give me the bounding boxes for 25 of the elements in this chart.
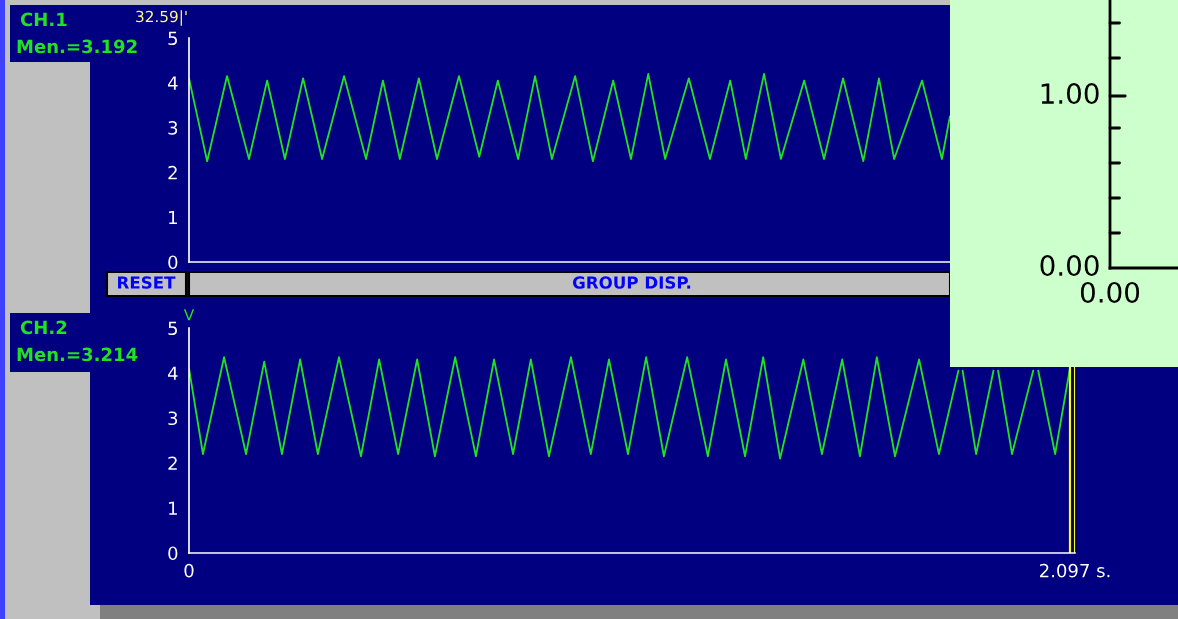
y-tick-label: 3 bbox=[168, 411, 178, 426]
y-tick-label: 4 bbox=[167, 366, 178, 380]
text: Men.=3.214 bbox=[17, 347, 138, 362]
text: 32.59|' bbox=[136, 10, 187, 26]
annotation: 1.00 bbox=[1041, 83, 1099, 105]
y-tick-label: 1 bbox=[169, 210, 177, 225]
y-tick-label: 5 bbox=[168, 31, 178, 46]
text: CH.2 bbox=[20, 320, 67, 335]
y-tick-label: 3 bbox=[168, 121, 178, 135]
y-tick-label: 0 bbox=[168, 255, 178, 270]
annotation: 0.00 bbox=[1040, 255, 1099, 277]
y-axis-title: V bbox=[183, 309, 195, 321]
y-tick-label: 5 bbox=[168, 321, 178, 336]
y-tick-label: 0 bbox=[168, 546, 178, 561]
text: RESET bbox=[118, 276, 176, 289]
y-tick-label: 2 bbox=[168, 456, 177, 470]
chart-subtitle: Men.=3.192 bbox=[17, 39, 137, 54]
y-tick-label: 2 bbox=[168, 165, 177, 180]
y-tick-label: 1 bbox=[169, 501, 177, 515]
line-series bbox=[189, 72, 951, 163]
x-tick-label: 2.097 s. bbox=[1040, 563, 1110, 578]
text: 0.00 bbox=[1080, 281, 1140, 303]
text: GROUP DISP. bbox=[572, 276, 691, 289]
text: CH.1 bbox=[20, 12, 67, 27]
y-tick-label: 4 bbox=[167, 76, 178, 90]
